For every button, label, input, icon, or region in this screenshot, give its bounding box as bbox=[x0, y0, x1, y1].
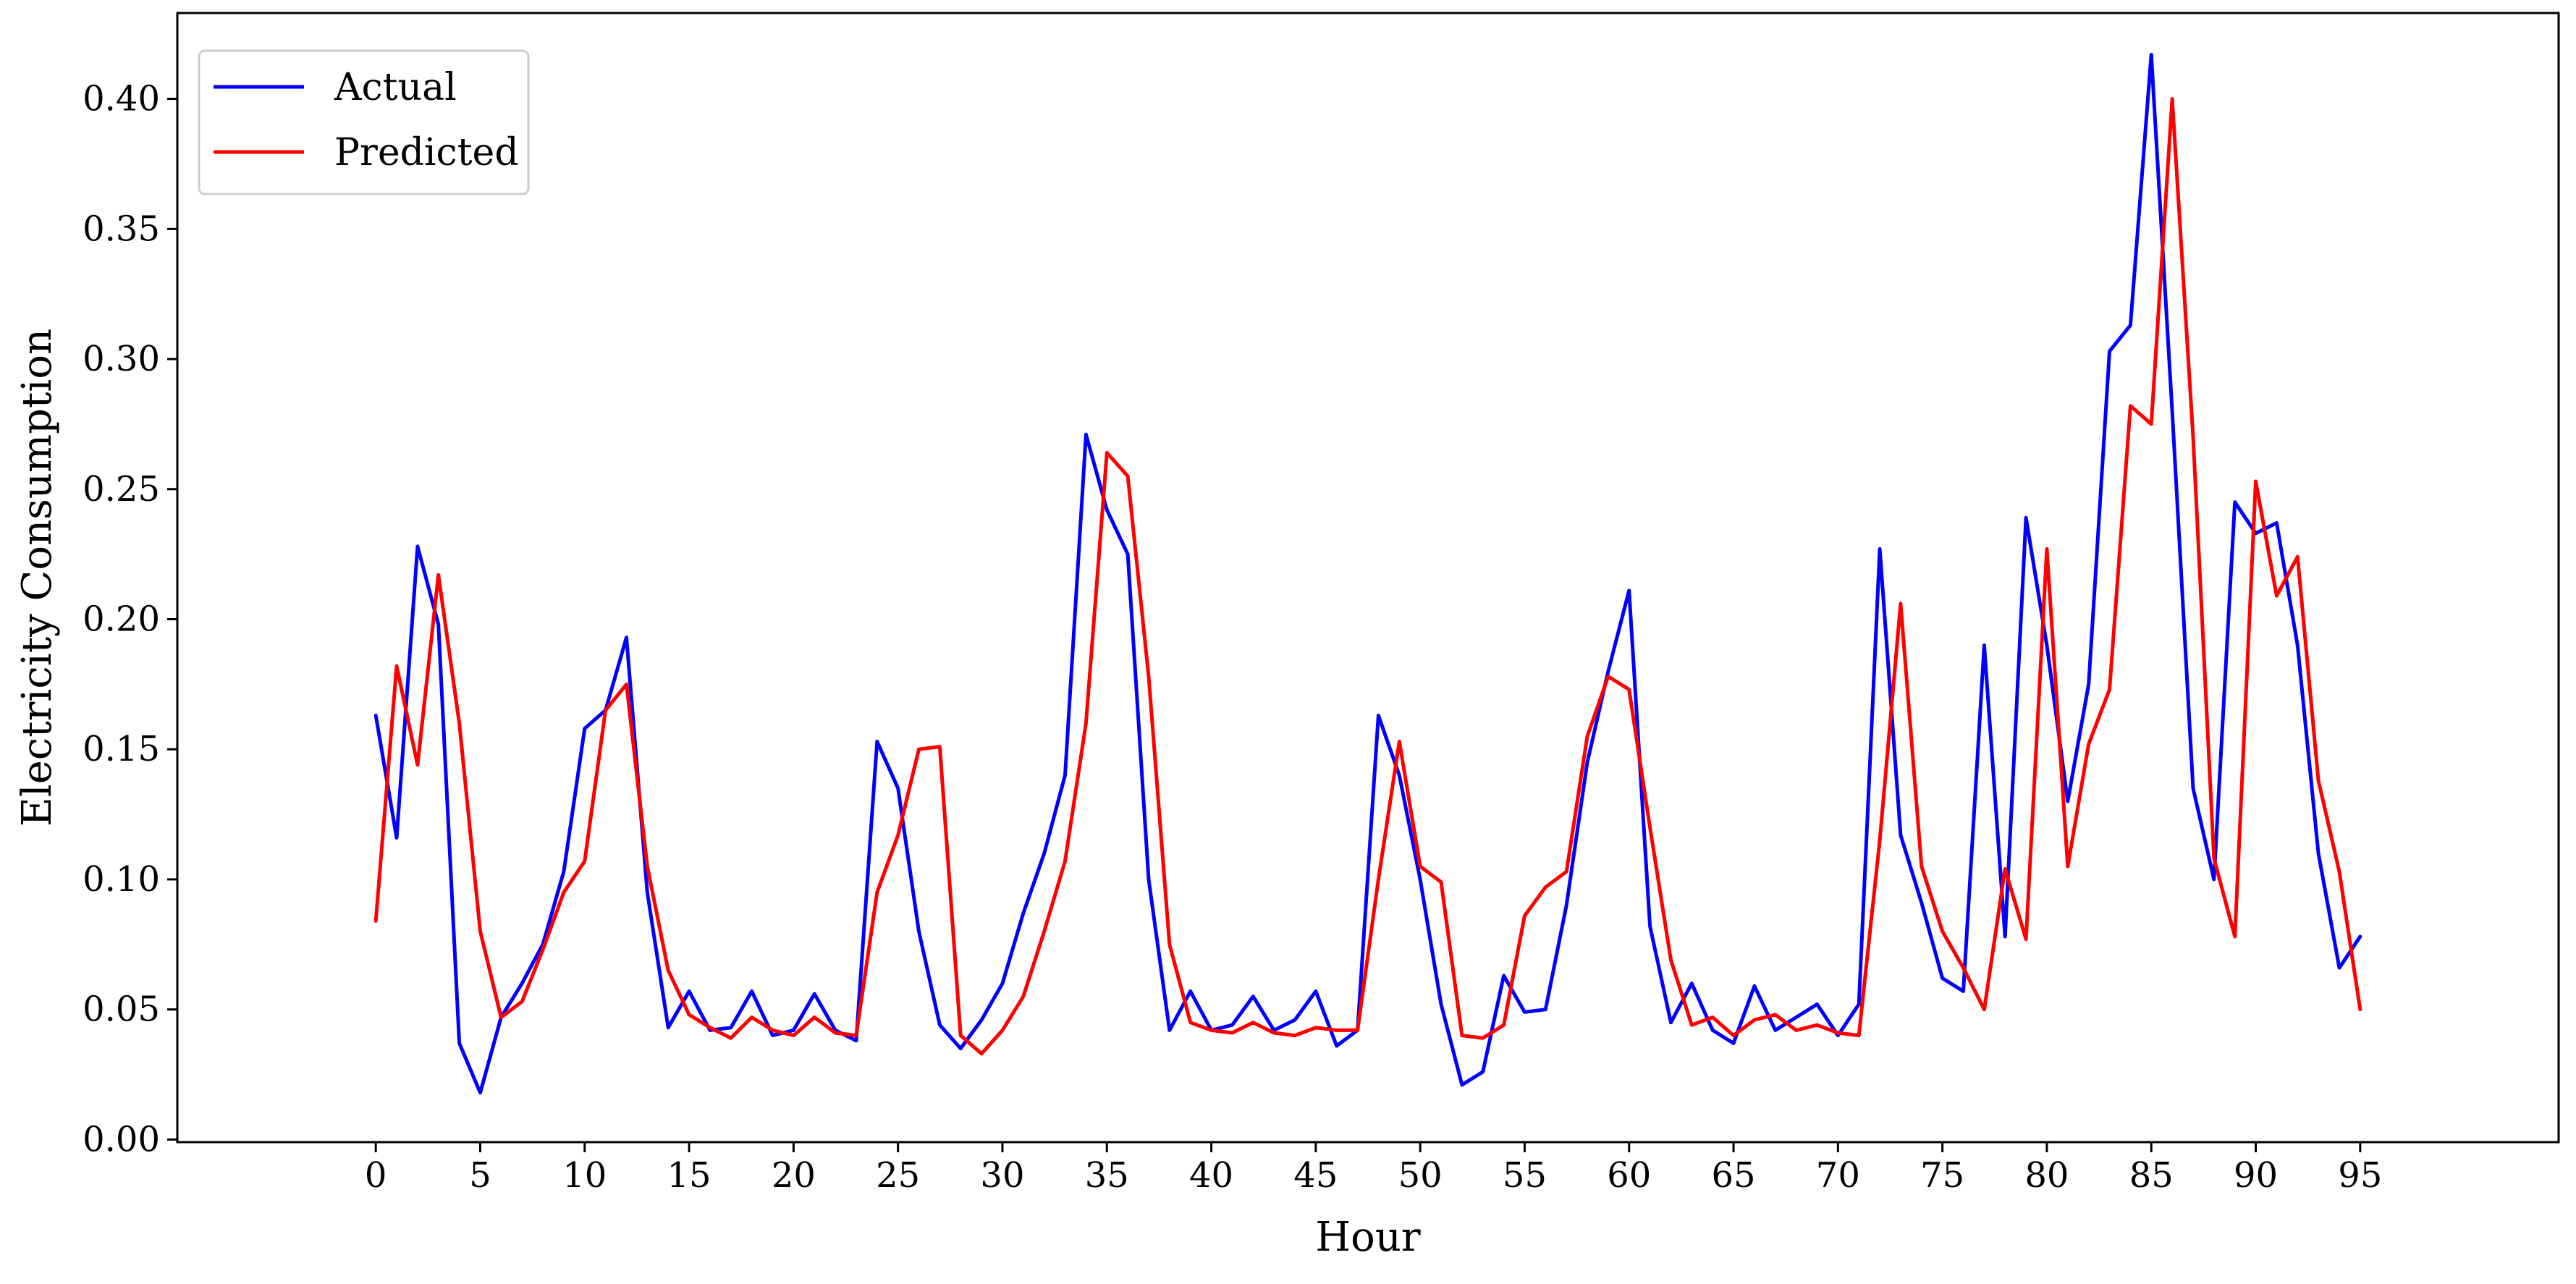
y-tick-label: 0.05 bbox=[83, 989, 160, 1030]
x-tick-label: 40 bbox=[1189, 1155, 1233, 1196]
legend: Actual Predicted bbox=[198, 49, 530, 195]
legend-label-predicted: Predicted bbox=[334, 131, 519, 174]
x-tick-label: 65 bbox=[1712, 1155, 1756, 1196]
x-tick-label: 60 bbox=[1607, 1155, 1651, 1196]
x-tick-label: 15 bbox=[667, 1155, 711, 1196]
x-tick-label: 30 bbox=[980, 1155, 1024, 1196]
plot-frame bbox=[176, 12, 2560, 1144]
x-tick-label: 70 bbox=[1816, 1155, 1860, 1196]
legend-label-actual: Actual bbox=[334, 66, 457, 109]
y-tick-label: 0.25 bbox=[83, 469, 160, 510]
x-tick-label: 85 bbox=[2129, 1155, 2174, 1196]
x-tick-label: 35 bbox=[1085, 1155, 1129, 1196]
x-tick-label: 45 bbox=[1293, 1155, 1338, 1196]
y-axis-ticks: 0.00 0.05 0.10 0.15 0.20 0.25 0.30 0.35 0.40 bbox=[83, 79, 177, 1160]
x-tick-label: 95 bbox=[2338, 1155, 2382, 1196]
x-tick-label: 75 bbox=[1920, 1155, 1964, 1196]
x-tick-label: 50 bbox=[1398, 1155, 1443, 1196]
x-tick-label: 80 bbox=[2024, 1155, 2069, 1196]
y-tick-label: 0.35 bbox=[83, 208, 160, 249]
y-tick-label: 0.10 bbox=[83, 859, 160, 900]
y-tick-label: 0.30 bbox=[83, 339, 160, 379]
x-tick-label: 0 bbox=[365, 1155, 387, 1196]
y-tick-label: 0.20 bbox=[83, 599, 160, 640]
y-axis-title: Electricity Consumption bbox=[14, 329, 61, 827]
x-tick-label: 25 bbox=[876, 1155, 920, 1196]
x-tick-label: 5 bbox=[469, 1155, 491, 1196]
y-tick-label: 0.40 bbox=[83, 79, 160, 119]
y-tick-label: 0.00 bbox=[83, 1119, 160, 1160]
series-line-predicted bbox=[373, 97, 2362, 1056]
x-tick-label: 90 bbox=[2234, 1155, 2278, 1196]
y-tick-label: 0.15 bbox=[83, 729, 160, 769]
series-layer bbox=[373, 53, 2362, 1095]
x-tick-label: 10 bbox=[562, 1155, 607, 1196]
x-axis-ticks: 0 5 10 15 20 25 30 35 40 45 50 55 60 65 70 75 80 85 90 95 bbox=[365, 1142, 2382, 1196]
x-tick-label: 20 bbox=[772, 1155, 816, 1196]
x-tick-label: 55 bbox=[1503, 1155, 1547, 1196]
x-axis-title: Hour bbox=[1315, 1214, 1421, 1261]
